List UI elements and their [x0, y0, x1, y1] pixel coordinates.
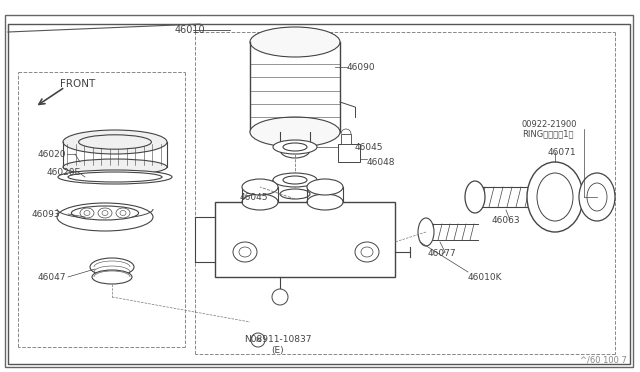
Text: (E): (E) [272, 346, 284, 355]
Ellipse shape [273, 173, 317, 187]
Ellipse shape [307, 194, 343, 210]
Bar [341, 134, 351, 144]
Bar [338, 144, 360, 162]
Ellipse shape [465, 181, 485, 213]
Ellipse shape [72, 206, 139, 220]
Ellipse shape [57, 203, 153, 231]
Ellipse shape [273, 140, 317, 154]
Text: 46045: 46045 [240, 192, 269, 202]
Text: 46077: 46077 [428, 250, 456, 259]
Ellipse shape [307, 179, 343, 195]
Ellipse shape [283, 176, 307, 184]
Ellipse shape [242, 194, 278, 210]
Text: N: N [255, 337, 260, 343]
Ellipse shape [587, 183, 607, 211]
Ellipse shape [537, 173, 573, 221]
Text: 00922-21900: 00922-21900 [522, 119, 577, 128]
Ellipse shape [58, 170, 172, 184]
Ellipse shape [280, 189, 310, 199]
Text: 46010: 46010 [175, 25, 205, 35]
Ellipse shape [233, 242, 257, 262]
Ellipse shape [579, 173, 615, 221]
Ellipse shape [116, 208, 130, 218]
Ellipse shape [63, 130, 167, 154]
Bar [215, 202, 395, 277]
Ellipse shape [79, 135, 152, 149]
Ellipse shape [527, 162, 583, 232]
Text: N08911-10837: N08911-10837 [244, 336, 312, 344]
Text: 46020: 46020 [38, 150, 67, 158]
Text: 46093: 46093 [32, 209, 61, 218]
Ellipse shape [90, 258, 134, 276]
Ellipse shape [250, 117, 340, 147]
Ellipse shape [272, 289, 288, 305]
Ellipse shape [98, 208, 112, 218]
Ellipse shape [68, 172, 162, 182]
Ellipse shape [355, 242, 379, 262]
Text: 46010K: 46010K [468, 273, 502, 282]
Ellipse shape [239, 247, 251, 257]
Text: ^/60 100 7: ^/60 100 7 [580, 356, 627, 365]
Ellipse shape [250, 27, 340, 57]
Text: FRONT: FRONT [60, 79, 95, 89]
Text: 46045: 46045 [355, 142, 383, 151]
Ellipse shape [251, 333, 265, 347]
Ellipse shape [242, 179, 278, 195]
Text: 46071: 46071 [548, 148, 577, 157]
Text: 46020E: 46020E [47, 167, 81, 176]
Ellipse shape [92, 270, 132, 284]
Text: 46090: 46090 [347, 62, 376, 71]
Ellipse shape [418, 218, 434, 246]
Text: RINGリング（1）: RINGリング（1） [522, 129, 573, 138]
Text: 46063: 46063 [492, 215, 520, 224]
Ellipse shape [283, 143, 307, 151]
Ellipse shape [84, 211, 90, 215]
Ellipse shape [102, 211, 108, 215]
Ellipse shape [63, 159, 167, 175]
FancyBboxPatch shape [5, 15, 633, 367]
Ellipse shape [120, 211, 126, 215]
Ellipse shape [80, 208, 94, 218]
Ellipse shape [361, 247, 373, 257]
Text: 46048: 46048 [367, 157, 396, 167]
Text: 46047: 46047 [38, 273, 67, 282]
